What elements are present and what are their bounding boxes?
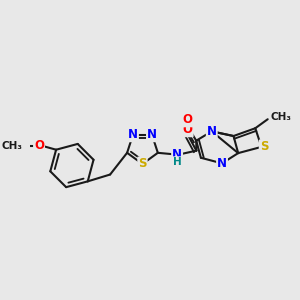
Text: S: S (260, 140, 268, 153)
Text: N: N (207, 125, 217, 138)
Text: N: N (172, 148, 182, 161)
Text: N: N (128, 128, 138, 141)
Text: O: O (183, 123, 193, 136)
Text: N: N (217, 157, 227, 170)
Text: O: O (34, 140, 44, 152)
Text: CH₃: CH₃ (2, 141, 23, 151)
Text: O: O (182, 113, 192, 126)
Text: H: H (173, 157, 182, 167)
Text: S: S (138, 158, 147, 170)
Text: CH₃: CH₃ (270, 112, 291, 122)
Text: N: N (147, 128, 157, 141)
